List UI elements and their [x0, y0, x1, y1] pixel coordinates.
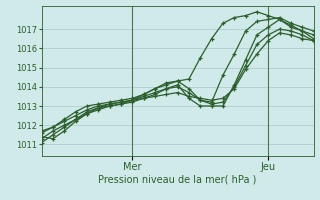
X-axis label: Pression niveau de la mer( hPa ): Pression niveau de la mer( hPa ) — [99, 174, 257, 184]
